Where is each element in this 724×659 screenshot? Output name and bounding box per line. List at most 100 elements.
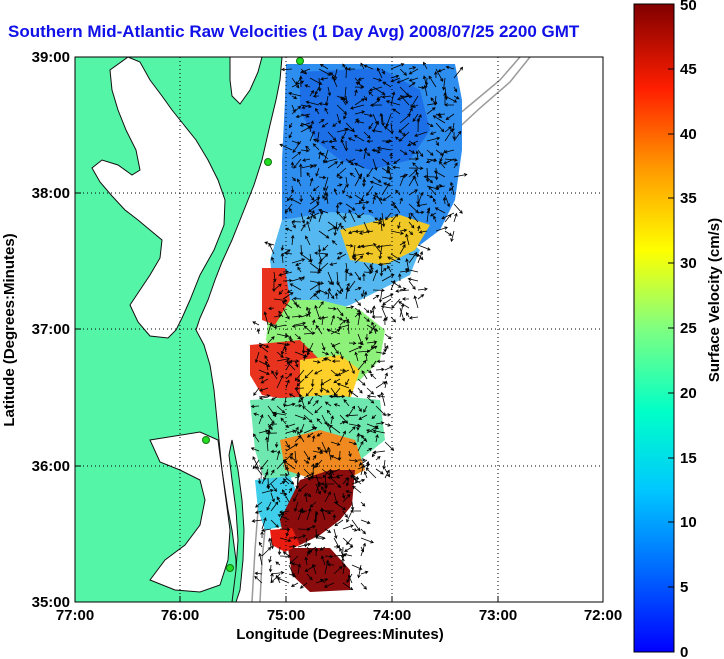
velocity-arrow xyxy=(366,429,377,434)
velocity-arrow xyxy=(333,501,347,511)
velocity-arrow xyxy=(385,212,392,221)
velocity-arrow xyxy=(312,143,320,151)
velocity-arrow xyxy=(351,528,358,532)
velocity-arrow xyxy=(339,421,346,425)
velocity-arrow xyxy=(291,562,299,566)
velocity-arrow xyxy=(398,131,410,142)
velocity-arrow xyxy=(333,221,338,237)
radar-site-marker xyxy=(226,564,234,572)
velocity-arrow xyxy=(321,387,330,393)
velocity-arrow xyxy=(354,98,365,106)
velocity-arrow xyxy=(295,474,299,490)
velocity-arrow xyxy=(345,243,354,248)
velocity-arrow xyxy=(354,110,366,115)
velocity-arrow xyxy=(254,351,260,364)
velocity-arrow xyxy=(360,537,374,544)
velocity-arrow xyxy=(404,267,419,273)
velocity-arrow xyxy=(336,201,343,206)
velocity-arrow xyxy=(354,271,361,281)
velocity-arrow xyxy=(377,262,392,267)
velocity-arrow xyxy=(266,501,272,511)
velocity-arrow xyxy=(307,396,314,405)
velocity-arrow xyxy=(251,519,263,523)
velocity-arrow xyxy=(432,115,446,124)
velocity-arrow xyxy=(356,433,360,443)
velocity-arrow xyxy=(441,212,455,220)
velocity-arrow xyxy=(408,140,417,146)
velocity-arrow xyxy=(366,369,373,374)
velocity-arrow xyxy=(309,253,313,263)
velocity-arrow xyxy=(328,394,341,399)
velocity-arrow xyxy=(330,415,334,425)
velocity-arrow xyxy=(288,536,298,540)
velocity-arrow xyxy=(291,176,296,182)
velocity-arrow xyxy=(326,409,332,416)
velocity-arrow xyxy=(398,122,410,133)
velocity-arrow xyxy=(453,203,463,214)
velocity-arrow xyxy=(381,307,388,321)
velocity-arrow xyxy=(334,519,344,527)
colorbar-tick-label: 35 xyxy=(680,190,697,207)
velocity-arrow xyxy=(319,378,324,393)
velocity-arrow xyxy=(288,573,297,578)
velocity-arrow xyxy=(252,321,260,326)
velocity-arrow xyxy=(354,200,370,205)
velocity-arrow xyxy=(276,405,286,414)
velocity-arrow xyxy=(285,477,295,485)
velocity-arrow xyxy=(254,571,263,576)
velocity-arrow xyxy=(453,86,457,93)
y-axis-title: Latitude (Degrees:Minutes) xyxy=(1,233,18,426)
velocity-arrow xyxy=(306,172,311,178)
velocity-arrow xyxy=(384,468,390,478)
velocity-arrow xyxy=(384,413,392,417)
velocity-arrow xyxy=(327,475,341,480)
velocity-arrow xyxy=(381,212,386,228)
velocity-arrow xyxy=(339,430,346,443)
velocity-arrow xyxy=(354,173,362,187)
velocity-arrow xyxy=(253,412,260,416)
velocity-arrow xyxy=(295,304,302,309)
velocity-arrow xyxy=(361,203,366,211)
velocity-arrow xyxy=(371,148,383,152)
velocity-arrow xyxy=(379,216,383,232)
velocity-arrow xyxy=(303,459,310,464)
velocity-arrow xyxy=(291,80,305,88)
velocity-arrow xyxy=(299,582,308,589)
velocity-arrow xyxy=(268,564,273,573)
velocity-arrow xyxy=(365,251,374,256)
velocity-arrow xyxy=(289,339,296,344)
velocity-arrow xyxy=(408,66,417,70)
y-tick-label: 37:00 xyxy=(32,321,70,338)
velocity-arrow xyxy=(321,342,326,351)
velocity-arrow xyxy=(407,277,419,282)
velocity-arrow xyxy=(453,95,460,100)
velocity-arrow xyxy=(329,72,338,79)
velocity-arrow xyxy=(384,333,392,340)
velocity-arrow xyxy=(389,152,393,160)
velocity-arrow xyxy=(360,570,369,575)
velocity-arrow xyxy=(373,242,383,255)
velocity-arrow xyxy=(267,414,275,425)
velocity-arrow xyxy=(273,283,282,291)
x-tick-label: 74:00 xyxy=(373,607,411,624)
velocity-arrow xyxy=(278,289,284,295)
velocity-arrow xyxy=(442,196,447,205)
colorbar xyxy=(633,3,675,653)
velocity-arrow xyxy=(289,555,299,565)
x-tick-label: 73:00 xyxy=(479,607,517,624)
velocity-arrow xyxy=(450,230,455,242)
velocity-arrow xyxy=(318,150,322,160)
velocity-arrow xyxy=(372,77,383,82)
velocity-arrow xyxy=(353,134,365,142)
velocity-arrow xyxy=(342,582,354,591)
velocity-arrow xyxy=(324,191,329,205)
velocity-arrow xyxy=(340,96,347,106)
velocity-arrow xyxy=(426,122,434,128)
velocity-arrow xyxy=(357,359,367,371)
velocity-arrow xyxy=(341,557,345,565)
velocity-arrow xyxy=(324,107,329,115)
velocity-arrow xyxy=(417,225,421,232)
velocity-arrow xyxy=(346,319,350,335)
velocity-arrow xyxy=(289,456,296,461)
velocity-arrow xyxy=(362,178,367,187)
